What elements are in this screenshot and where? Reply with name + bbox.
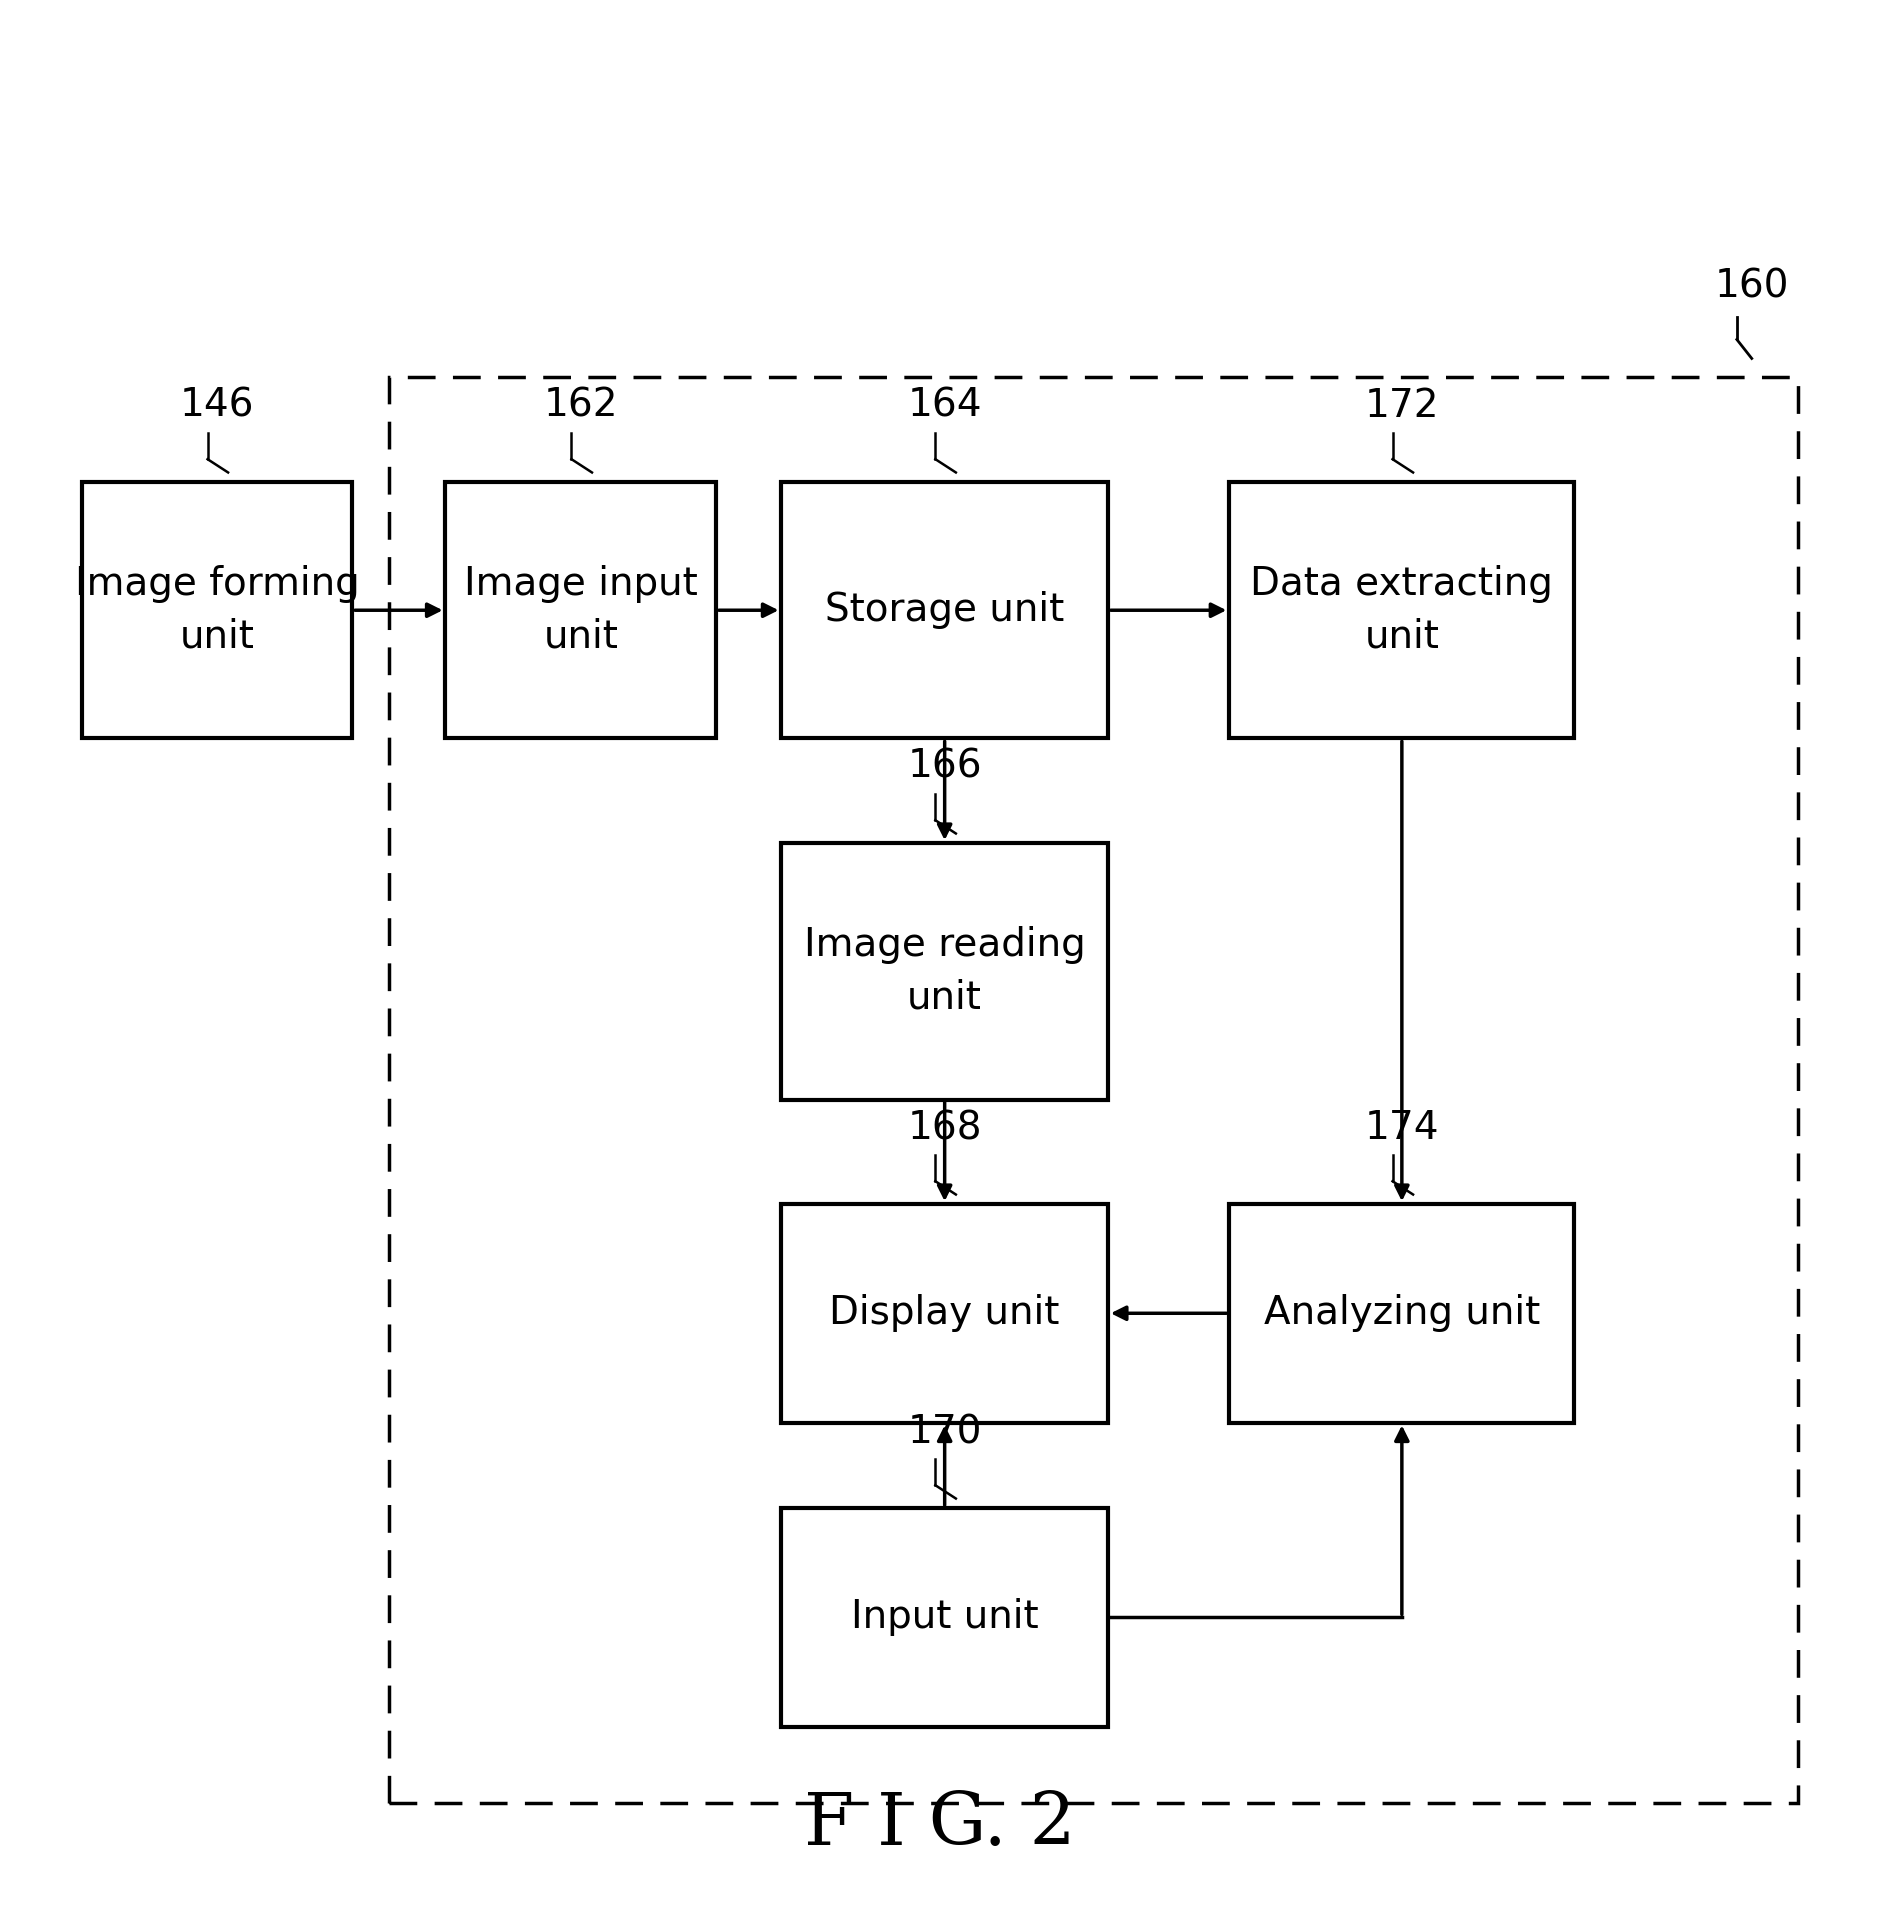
Text: 166: 166 <box>908 748 981 787</box>
Text: 164: 164 <box>908 387 981 425</box>
Text: Image forming
unit: Image forming unit <box>75 565 359 657</box>
Text: 172: 172 <box>1365 387 1438 425</box>
Text: 162: 162 <box>543 387 619 425</box>
Bar <box>782 482 1107 739</box>
Bar <box>389 377 1799 1803</box>
Bar <box>446 482 716 739</box>
Text: 170: 170 <box>908 1413 981 1451</box>
Text: Analyzing unit: Analyzing unit <box>1263 1294 1540 1332</box>
Text: F I G. 2: F I G. 2 <box>805 1790 1075 1860</box>
Bar <box>81 482 352 739</box>
Text: 168: 168 <box>908 1108 981 1146</box>
Text: 146: 146 <box>180 387 254 425</box>
Text: Storage unit: Storage unit <box>825 591 1064 630</box>
Text: Image input
unit: Image input unit <box>464 565 697 657</box>
Text: 174: 174 <box>1365 1108 1438 1146</box>
Text: 160: 160 <box>1715 268 1790 304</box>
Bar <box>782 1204 1107 1422</box>
Bar <box>782 842 1107 1099</box>
Text: Data extracting
unit: Data extracting unit <box>1250 565 1553 657</box>
Text: Image reading
unit: Image reading unit <box>805 926 1085 1016</box>
Text: Display unit: Display unit <box>829 1294 1060 1332</box>
Text: Input unit: Input unit <box>852 1598 1038 1636</box>
Bar <box>782 1508 1107 1726</box>
Bar <box>1230 482 1574 739</box>
Bar <box>1230 1204 1574 1422</box>
